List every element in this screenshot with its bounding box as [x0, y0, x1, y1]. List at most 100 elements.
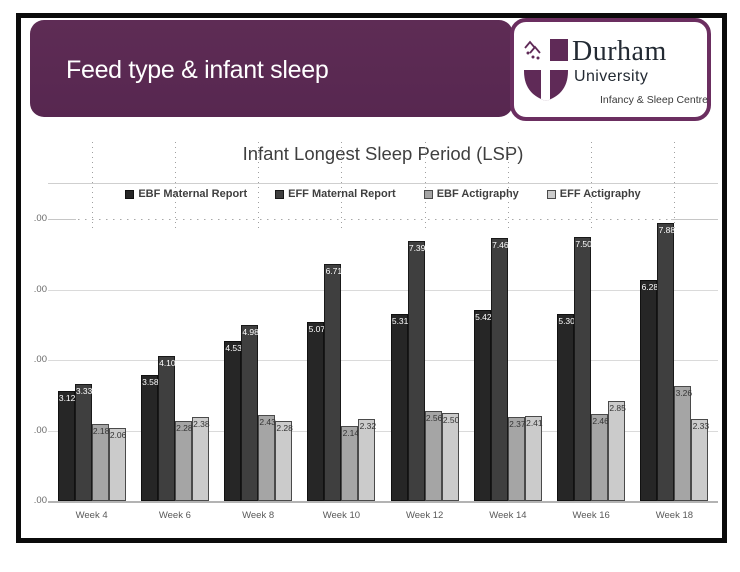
vertical-dotted-gridline: [258, 142, 260, 232]
bar: 2.41: [524, 416, 543, 501]
bar-value-label: 7.39: [408, 243, 426, 253]
bar-value-label: 4.98: [242, 327, 259, 337]
y-axis-tick-label: .00: [33, 283, 47, 295]
x-axis-category-label: Week 10: [322, 510, 361, 521]
vertical-dotted-gridline: [507, 142, 509, 232]
bar: 7.46: [490, 238, 509, 501]
legend-swatch-icon: [125, 189, 135, 199]
bar-value-label: 2.37: [509, 419, 526, 429]
bar: 5.42: [473, 310, 492, 501]
bar-group: 5.30 7.50 2.46 2.85: [550, 219, 633, 501]
bar: 2.50: [441, 413, 459, 501]
legend-item: EBF Maternal Report: [125, 188, 247, 200]
bar-group: 5.31 7.39 2.56 2.50: [383, 219, 466, 501]
bar: 2.06: [108, 428, 126, 501]
header-banner: Feed type & infant sleep: [30, 20, 513, 117]
legend-swatch-icon: [423, 189, 433, 199]
gridline-end-segment: [671, 219, 718, 220]
bar-value-label: 5.42: [475, 312, 492, 322]
bar: 2.37: [507, 417, 526, 501]
bar: 2.43: [258, 415, 276, 501]
chart-legend: EBF Maternal Report EFF Maternal Report EB…: [50, 188, 716, 200]
legend-swatch-icon: [275, 189, 285, 199]
bar-value-label: 2.41: [526, 418, 543, 428]
vertical-dotted-gridline: [174, 142, 176, 232]
bar-value-label: 4.10: [159, 358, 176, 368]
x-axis-category-label: Week 8: [242, 510, 275, 521]
gridline: [48, 360, 718, 361]
gridline-dotted-top: [50, 219, 716, 220]
legend-item: EBF Actigraphy: [423, 188, 519, 200]
gridline: [48, 430, 718, 432]
bar-group: 5.42 7.46 2.37 2.41: [466, 219, 549, 501]
bar-value-label: 2.32: [359, 421, 377, 431]
legend-item: EFF Actigraphy: [546, 188, 641, 200]
bar-value-label: 3.58: [142, 377, 159, 387]
x-axis-category-label: Week 18: [655, 510, 694, 521]
vertical-dotted-gridline: [674, 142, 676, 232]
bar-value-label: 2.85: [609, 403, 626, 413]
bar: 2.28: [275, 421, 293, 501]
x-axis-category-label: Week 14: [489, 510, 527, 521]
bar-group: 3.58 4.10 2.28 2.38: [133, 219, 216, 501]
bar-value-label: 4.53: [225, 343, 242, 353]
chart-title: Infant Longest Sleep Period (LSP): [242, 143, 524, 164]
x-axis-category-label: Week 16: [572, 510, 610, 521]
bar: 2.28: [174, 421, 193, 501]
bar-value-label: 3.12: [58, 393, 76, 403]
bar: 5.30: [557, 314, 575, 501]
x-axis-category-label: Week 12: [405, 510, 444, 521]
bar-value-label: 5.07: [308, 324, 326, 334]
bar: 4.10: [157, 356, 176, 501]
bar: 2.18: [91, 424, 109, 501]
bar: 5.07: [307, 322, 325, 501]
bar-value-label: 5.30: [558, 316, 575, 326]
gridline-end-segment: [48, 219, 76, 220]
x-axis-category-label: Week 6: [158, 510, 191, 521]
slide-content: Feed type & infant sleep: [21, 18, 722, 538]
bar-value-label: 6.28: [641, 282, 659, 292]
bar: 4.98: [241, 325, 259, 501]
bar: 2.38: [191, 417, 210, 501]
bar: 7.88: [657, 223, 675, 501]
bar-value-label: 3.33: [75, 386, 93, 396]
bar-value-label: 2.14: [342, 428, 360, 438]
bar: 2.46: [591, 414, 609, 501]
bar-value-label: 5.31: [391, 316, 409, 326]
bar: 4.53: [224, 341, 242, 501]
bar: 2.14: [341, 426, 359, 501]
bar: 3.58: [140, 375, 159, 501]
y-axis-tick-label: .00: [33, 495, 47, 506]
bar: 2.56: [424, 411, 442, 501]
bar-value-label: 2.46: [592, 416, 609, 426]
bar: 3.12: [57, 391, 75, 501]
bar: 2.32: [358, 419, 376, 501]
chart-divider-line: [48, 183, 718, 184]
bar-value-label: 2.56: [425, 413, 443, 423]
bar-value-label: 6.71: [325, 266, 343, 276]
bar-value-label: 2.28: [276, 423, 293, 433]
y-axis-tick-label: .00: [33, 424, 47, 436]
bar: 2.33: [691, 419, 709, 501]
durham-shield-icon: [524, 39, 568, 101]
slide-title: Feed type & infant sleep: [66, 56, 329, 84]
legend-label: EBF Maternal Report: [138, 188, 248, 200]
y-axis-tick-label: .00: [33, 354, 47, 365]
vertical-dotted-gridline: [341, 142, 343, 232]
bar: 5.31: [390, 314, 408, 501]
bar-value-label: 2.18: [92, 426, 110, 436]
bar-value-label: 7.50: [575, 239, 592, 249]
bar-value-label: 3.26: [675, 388, 693, 398]
bar-group: 4.53 4.98 2.43 2.28: [217, 219, 300, 501]
bar-value-label: 2.38: [193, 419, 210, 429]
gridline: [48, 289, 718, 291]
legend-item: EFF Maternal Report: [275, 188, 396, 200]
bar: 6.71: [324, 264, 342, 501]
y-axis-tick-label: .00: [33, 213, 47, 224]
bar-value-label: 2.06: [109, 430, 127, 440]
slide-frame: Feed type & infant sleep: [16, 13, 727, 543]
x-axis-baseline: [48, 501, 718, 503]
logo-centre-subtitle: Infancy & Sleep Centre: [600, 94, 708, 106]
bar: 2.85: [608, 401, 626, 501]
bar: 6.28: [640, 280, 658, 501]
